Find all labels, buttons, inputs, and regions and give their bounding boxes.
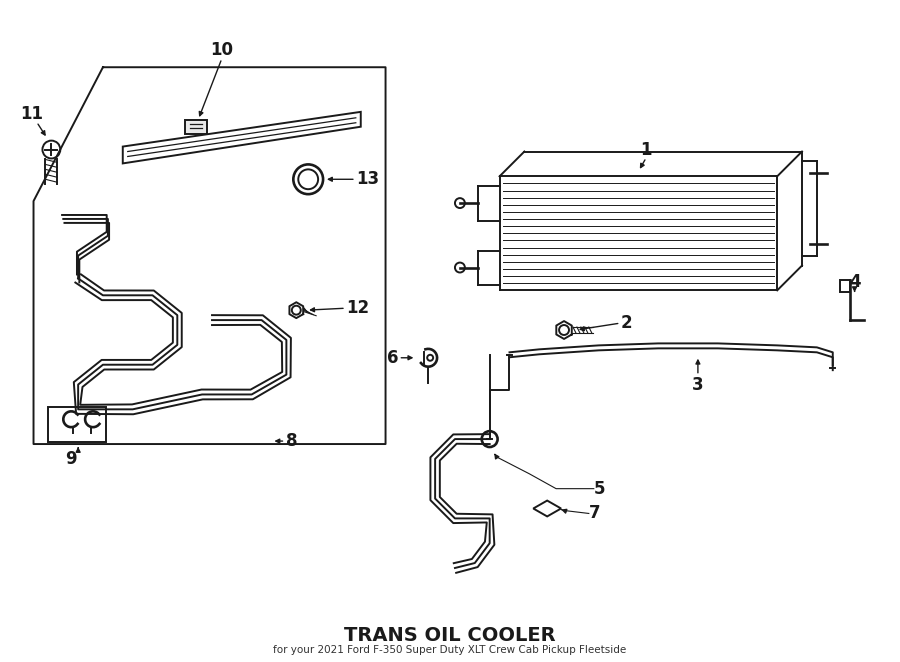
Text: 3: 3 <box>692 375 704 393</box>
Text: 9: 9 <box>66 450 77 468</box>
Text: 6: 6 <box>387 349 399 367</box>
Bar <box>185 120 207 134</box>
Text: 7: 7 <box>589 504 600 522</box>
Text: for your 2021 Ford F-350 Super Duty XLT Crew Cab Pickup Fleetside: for your 2021 Ford F-350 Super Duty XLT … <box>274 645 626 655</box>
Text: 11: 11 <box>20 105 43 123</box>
Bar <box>49 407 106 442</box>
Bar <box>840 281 850 293</box>
Text: 1: 1 <box>641 140 652 158</box>
Text: TRANS OIL COOLER: TRANS OIL COOLER <box>344 626 556 645</box>
Text: 12: 12 <box>346 299 369 317</box>
Text: 4: 4 <box>849 273 860 291</box>
Text: 2: 2 <box>621 314 632 332</box>
Text: 13: 13 <box>356 170 379 188</box>
Text: 10: 10 <box>211 41 233 60</box>
Text: 5: 5 <box>594 480 606 498</box>
Text: 8: 8 <box>285 432 297 450</box>
